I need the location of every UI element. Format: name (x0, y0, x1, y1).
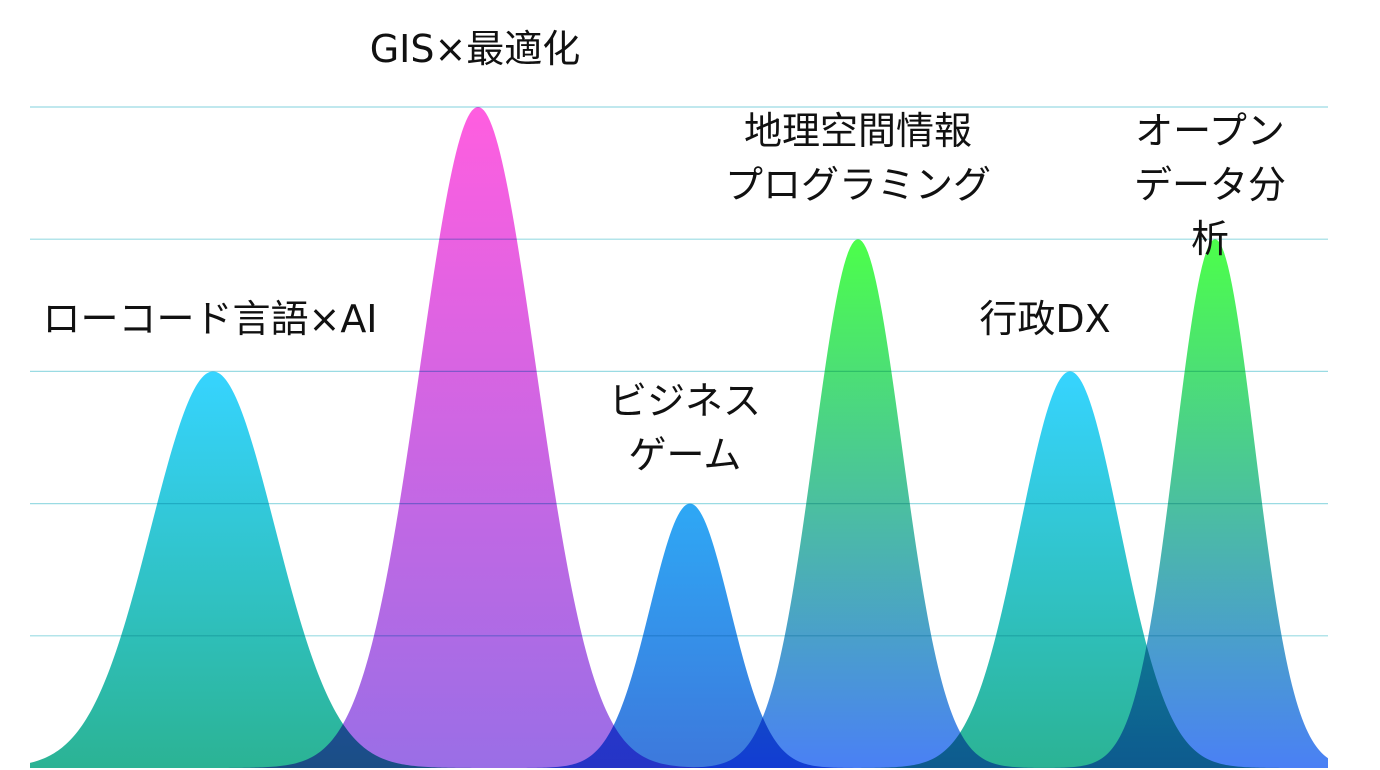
peak (30, 371, 1328, 768)
peak-label: オープン データ分析 (1133, 109, 1286, 261)
peak-label: GIS×最適化 (369, 27, 581, 71)
peak (30, 371, 1328, 768)
peak (30, 503, 1328, 768)
peak-label: 地理空間情報 プログラミング (724, 109, 992, 207)
peak-label: ローコード言語×AI (42, 297, 378, 341)
peak (30, 239, 1328, 768)
peak-label: 行政DX (979, 297, 1111, 341)
peak-label: ビジネス ゲーム (608, 379, 762, 477)
